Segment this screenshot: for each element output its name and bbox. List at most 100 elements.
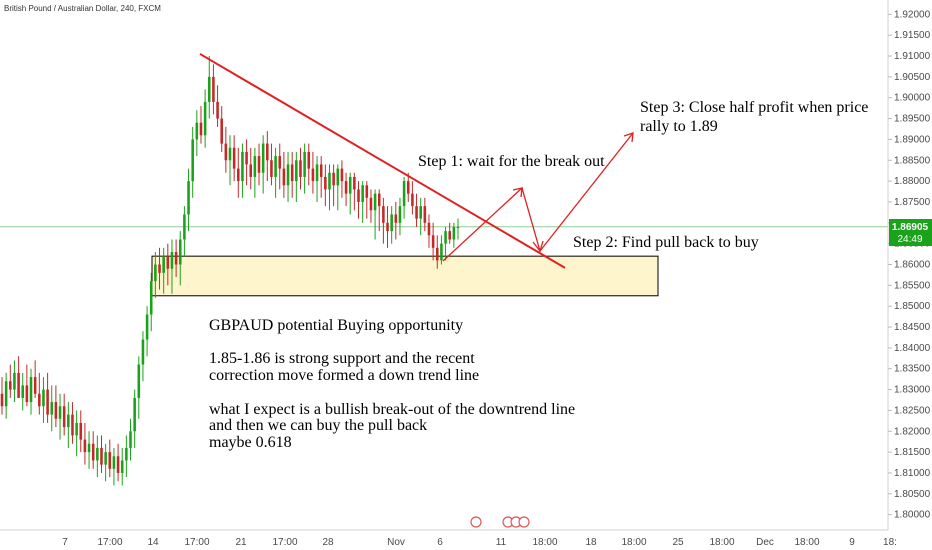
candle-body [203, 101, 207, 136]
candle-body [290, 164, 294, 182]
candle-body [419, 206, 422, 219]
candle-body [145, 314, 149, 340]
y-tick-label: 1.81500 [894, 447, 931, 458]
y-tick-label: 1.82000 [894, 426, 931, 437]
event-icon[interactable] [518, 516, 530, 528]
candle-body [154, 264, 157, 282]
y-tick-label: 1.90000 [894, 93, 931, 104]
candle-body [382, 206, 385, 223]
price-axis[interactable]: 1.92000 1.91500 1.91000 1.90500 1.90000 1.895… [888, 9, 931, 521]
candle-body [319, 164, 323, 177]
arrowhead-pullback [532, 240, 544, 253]
candle-body [58, 406, 62, 419]
y-tick-label: 1.83500 [894, 364, 931, 375]
event-icon[interactable] [470, 516, 482, 528]
note-line4: and then we can buy the pull back [209, 417, 427, 434]
y-tick-label: 1.88500 [894, 155, 931, 166]
y-tick-label: 1.80500 [894, 489, 931, 500]
candle-body [187, 181, 190, 215]
support-zone [151, 255, 659, 297]
y-tick-label: 1.88000 [894, 176, 931, 187]
y-tick-label: 1.86000 [894, 260, 931, 271]
candle-body [390, 214, 393, 232]
candle-body [141, 339, 145, 365]
candle-body [178, 239, 182, 265]
candle-body [207, 76, 211, 102]
candle-body [261, 143, 265, 173]
x-tick-label: 11 [496, 537, 507, 548]
candle-body [75, 422, 78, 436]
step1-label: Step 1: wait for the break out [418, 153, 605, 170]
candle-body [427, 222, 431, 236]
event-markers[interactable] [470, 516, 530, 528]
candle-body [228, 147, 232, 161]
candle-body [266, 143, 269, 161]
arrowhead-target [623, 132, 634, 143]
candle-body [91, 443, 95, 461]
candle-body [79, 422, 83, 440]
candle-body [129, 431, 132, 448]
candle-body [435, 247, 439, 261]
downtrend-line[interactable] [199, 53, 566, 269]
candle-body [286, 164, 290, 186]
candle-body [452, 226, 456, 240]
candle-body [104, 452, 107, 465]
y-tick-label: 1.91500 [894, 30, 931, 41]
y-tick-label: 1.92000 [894, 9, 931, 20]
note-line1: 1.85-1.86 is strong support and the rece… [209, 350, 475, 367]
x-tick-label: 7 [62, 537, 68, 548]
candle-body [295, 160, 298, 182]
y-tick-label: 1.91000 [894, 51, 931, 62]
current-price-tag: 1.86905 24:49 [889, 219, 932, 246]
y-tick-label: 1.84000 [894, 343, 931, 354]
candle-body [25, 385, 29, 403]
candle-body [174, 251, 178, 265]
candle-body [216, 101, 219, 119]
x-tick-label: 17:00 [272, 537, 297, 548]
candle-body [444, 231, 447, 244]
y-tick-label: 1.85500 [894, 280, 931, 291]
candle-body [13, 372, 16, 390]
time-axis[interactable]: 7 17:00 14 17:00 21 17:00 28 Nov 6 11 18:00 18 18:00… [62, 537, 897, 548]
candle-body [237, 168, 240, 182]
candle-body [87, 443, 91, 453]
note-line3: what I expect is a bullish break-out of … [209, 401, 575, 418]
candlestick-series [0, 56, 460, 486]
candle-body [423, 206, 427, 223]
candle-body [274, 156, 277, 177]
x-tick-label: Nov [387, 537, 405, 548]
y-tick-label: 1.87500 [894, 197, 931, 208]
candle-body [282, 168, 286, 186]
candle-body [348, 176, 352, 194]
candle-body [344, 181, 348, 194]
candle-body [67, 414, 70, 428]
candle-body [125, 447, 128, 461]
candle-body [71, 414, 74, 436]
candle-body [212, 76, 215, 102]
candle-body [373, 193, 377, 211]
candle-body [311, 168, 315, 182]
candle-body [195, 122, 199, 140]
x-tick-label: 18:00 [794, 537, 819, 548]
candle-body [456, 226, 460, 228]
note-title: GBPAUD potential Buying opportunity [209, 317, 463, 334]
candle-body [398, 206, 402, 223]
candle-body [241, 151, 244, 182]
x-tick-label: 28 [322, 537, 334, 548]
candle-body [116, 456, 120, 473]
projection-arrows[interactable] [442, 132, 634, 262]
candle-body [249, 164, 253, 177]
candle-body [270, 160, 273, 177]
candle-body [340, 168, 344, 182]
candle-body [17, 372, 20, 398]
candle-body [29, 377, 33, 403]
candle-body [377, 193, 381, 207]
price-tag-background [889, 219, 932, 246]
candle-body [83, 439, 87, 453]
x-tick-label: 18:00 [532, 537, 557, 548]
x-tick-label: 18 [585, 537, 597, 548]
x-tick-label: 18: [883, 537, 897, 548]
candle-body [415, 206, 418, 219]
step3-label-line1: Step 3: Close half profit when price [640, 99, 868, 116]
